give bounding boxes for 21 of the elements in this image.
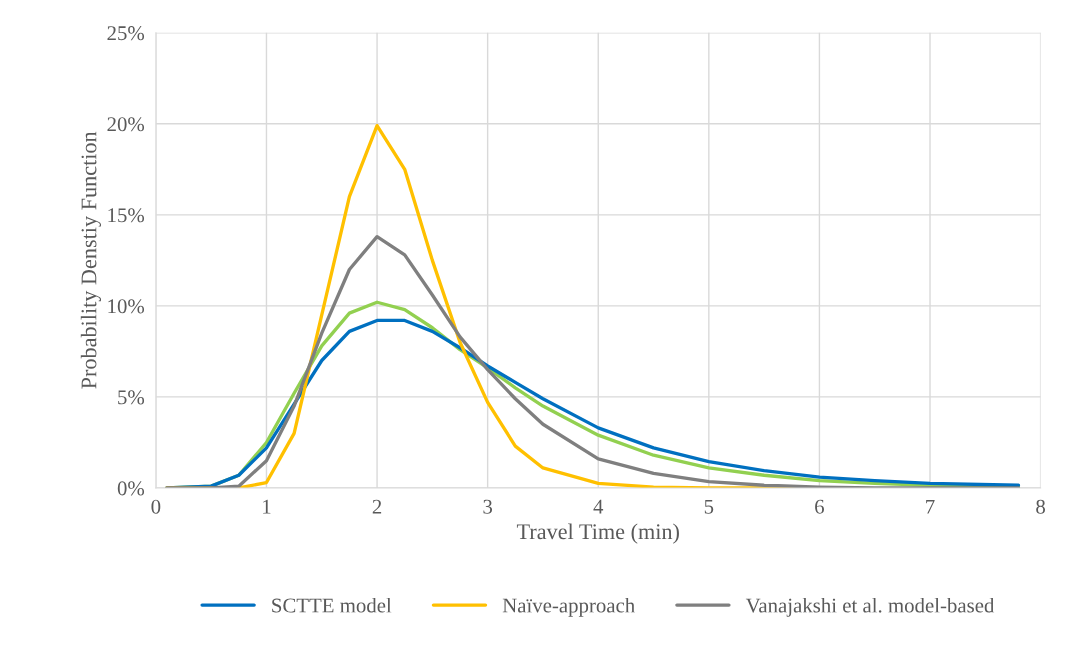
- x-tick-label: 0: [151, 499, 161, 514]
- x-tick-label: 8: [1036, 499, 1046, 514]
- x-tick-label: 5: [704, 499, 714, 514]
- x-tick-label: 6: [815, 499, 825, 514]
- x-tick-label: 2: [372, 499, 382, 514]
- y-tick-label: 20%: [107, 117, 145, 132]
- y-axis-title: Probability Denstiy Function: [80, 131, 102, 389]
- x-tick-label: 7: [926, 499, 935, 514]
- legend-label: SCTTE model: [272, 597, 392, 613]
- line-series: [165, 235, 1021, 488]
- y-tick-label: 25%: [107, 26, 145, 41]
- x-axis-title: Travel Time (min): [516, 523, 679, 544]
- x-tick-label: 1: [263, 499, 271, 514]
- y-tick-label: 15%: [108, 208, 145, 223]
- legend-label: Vanajakshi et al. model-based: [745, 597, 995, 617]
- x-tick-label: 4: [593, 499, 604, 514]
- y-tick-label: 0%: [117, 481, 145, 496]
- y-tick-label: 5%: [118, 390, 145, 405]
- y-tick-label: 10%: [108, 299, 145, 314]
- legend-label: Naïve-approach: [502, 597, 635, 617]
- x-tick-label: 3: [483, 499, 493, 514]
